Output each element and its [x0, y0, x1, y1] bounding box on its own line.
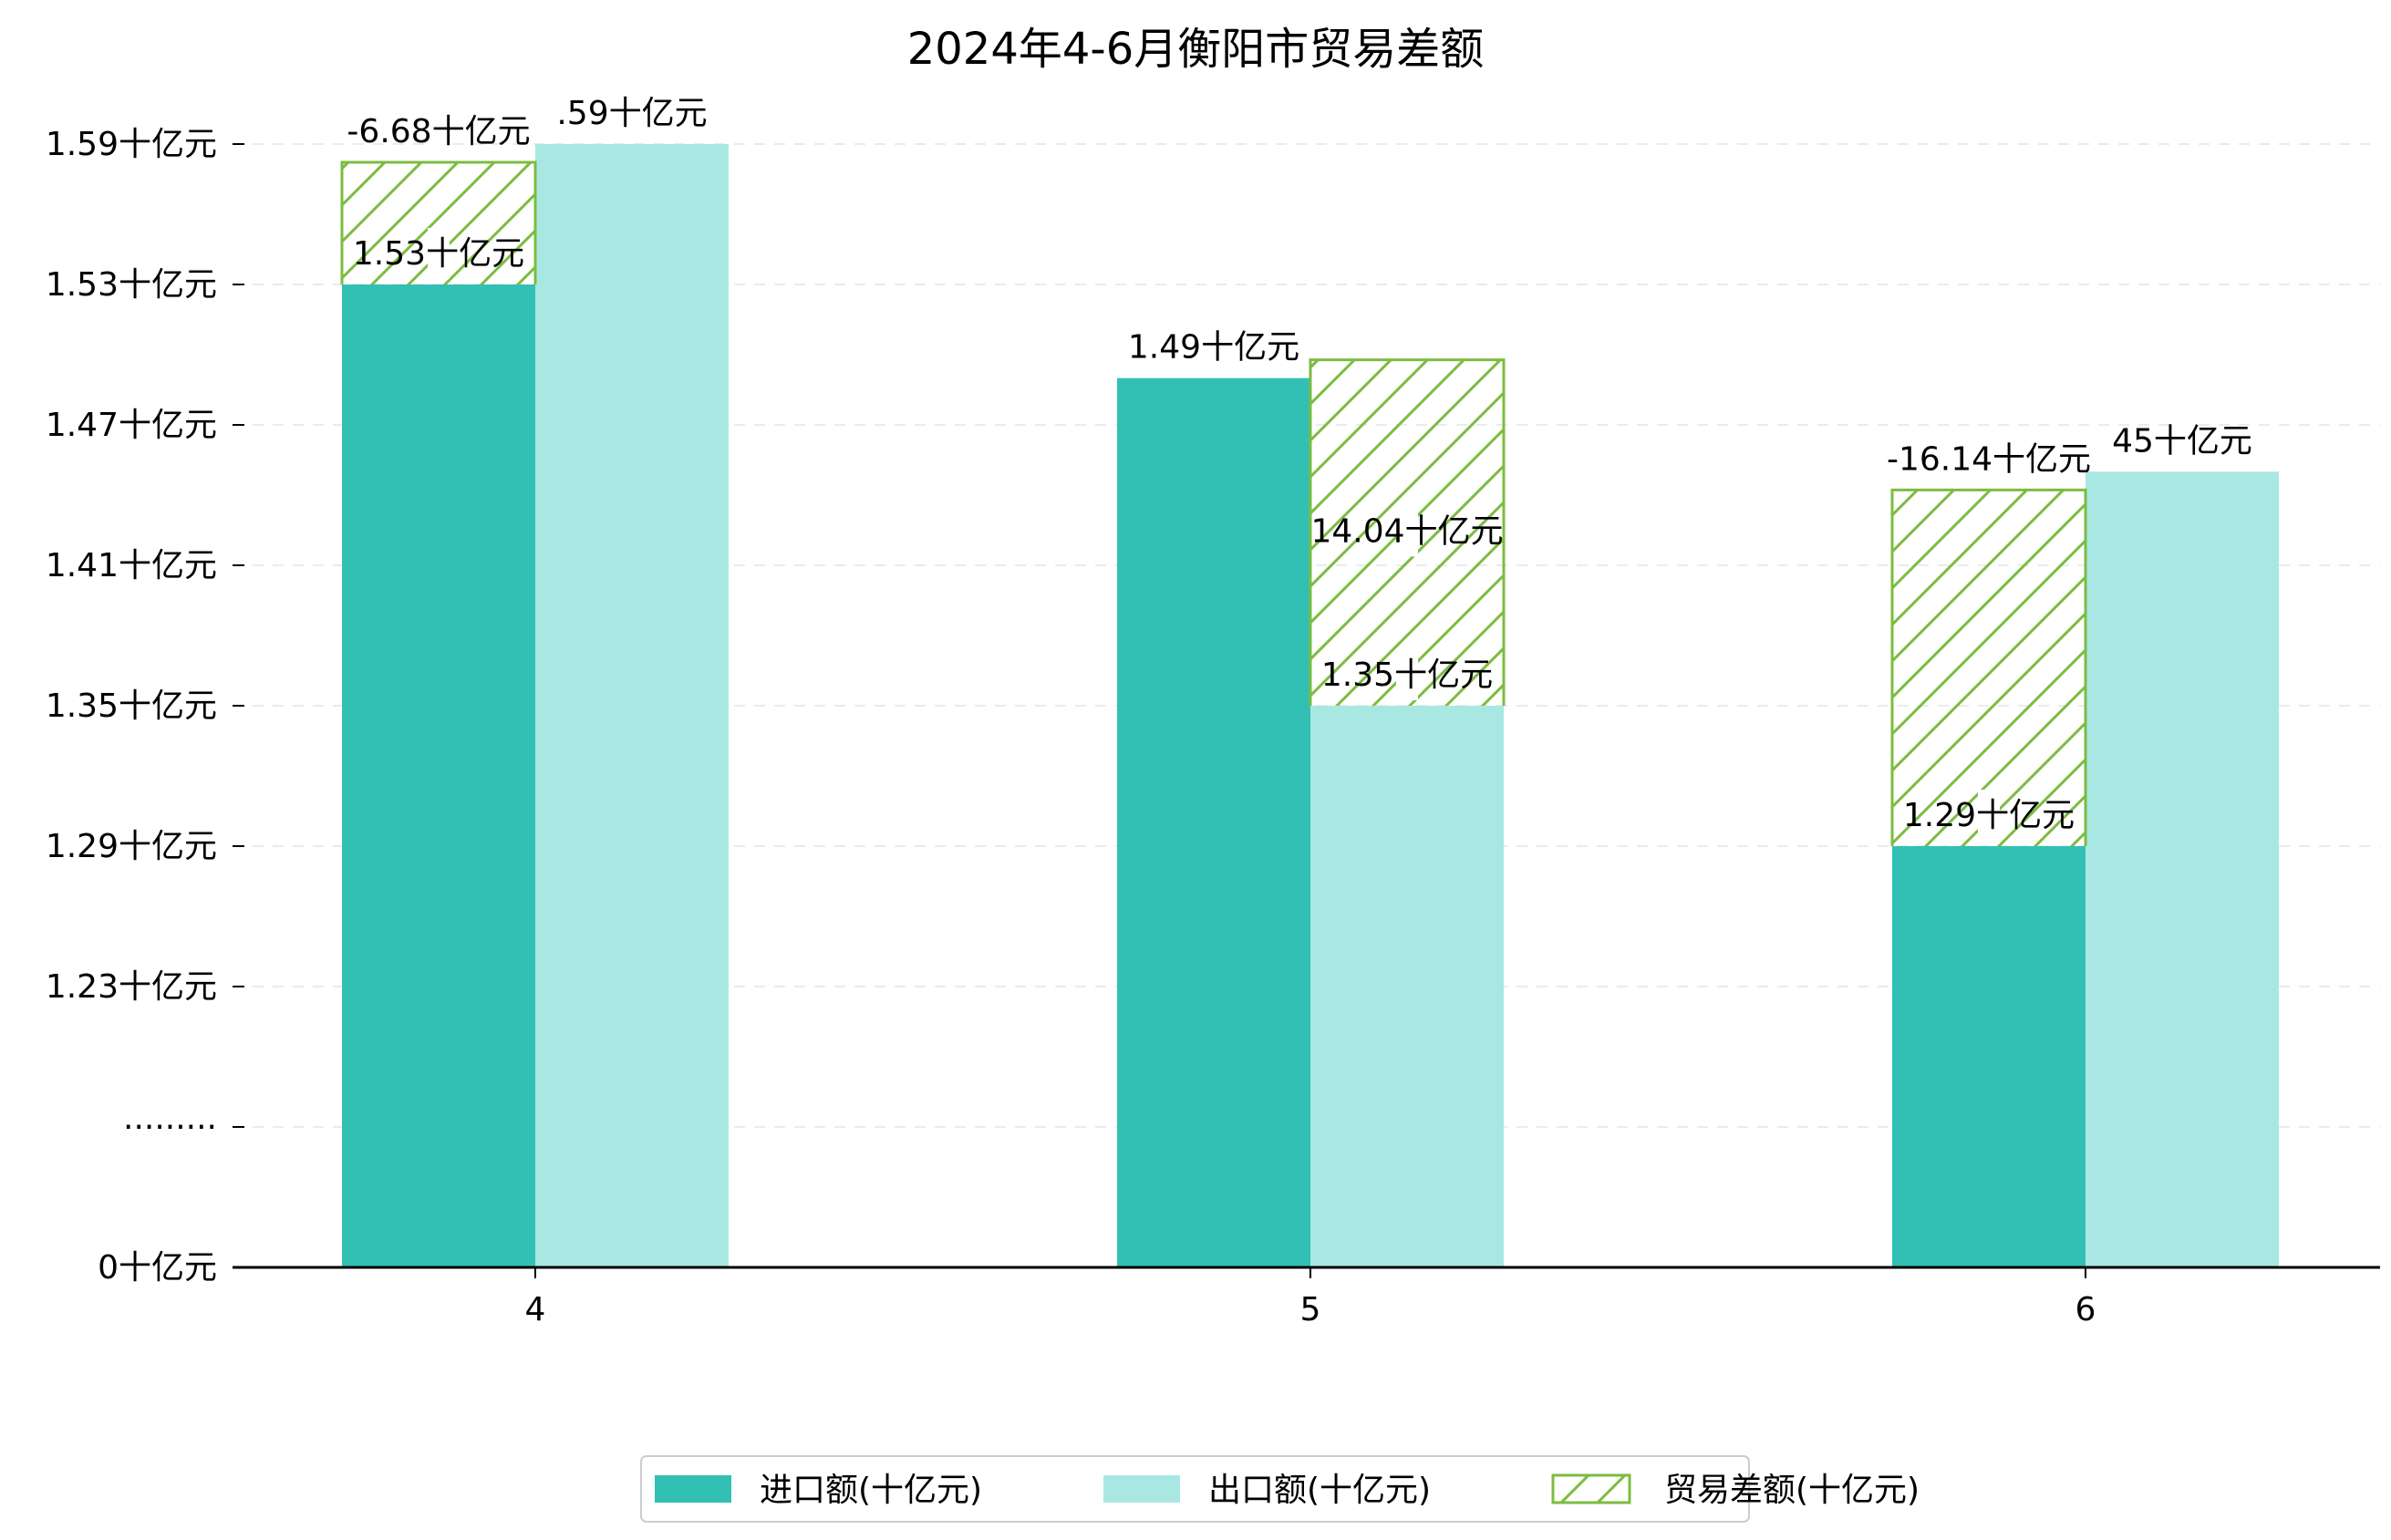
legend-label: 贸易差额(十亿元) — [1664, 1472, 1920, 1509]
y-tick-label: 1.23十亿元 — [46, 968, 217, 1006]
data-label-background — [1978, 433, 2000, 485]
data-label-background — [1203, 321, 1225, 373]
legend: 进口额(十亿元) 出口额(十亿元) 贸易差额(十亿元) — [640, 1455, 1920, 1523]
x-tick-label: 4 — [525, 1291, 546, 1328]
y-tick-label: 1.35十亿元 — [46, 687, 217, 725]
data-label-background — [1396, 649, 1418, 700]
legend-box — [640, 1455, 1750, 1523]
y-tick-label: 1.53十亿元 — [46, 266, 217, 304]
x-axis: 4 5 6 — [233, 1266, 2380, 1328]
legend-swatch — [1103, 1475, 1180, 1503]
data-label-background — [621, 88, 643, 139]
bar-export — [535, 144, 729, 1267]
y-tick-label: 1.59十亿元 — [46, 126, 217, 163]
data-label: .59十亿元 — [556, 95, 707, 132]
data-label-background — [428, 106, 450, 157]
bars — [340, 144, 2279, 1268]
legend-label: 出口额(十亿元) — [1208, 1472, 1431, 1509]
bar-import — [342, 284, 535, 1267]
y-tick-label: 1.29十亿元 — [46, 828, 217, 865]
x-tick-label: 5 — [1300, 1291, 1321, 1328]
data-label-background — [2171, 415, 2193, 467]
chart-title: 2024年4-6月衡阳市贸易差额 — [907, 24, 1485, 75]
legend-label: 进口额(十亿元) — [760, 1472, 982, 1509]
balance-outline — [1890, 488, 2087, 846]
legend-swatch — [655, 1475, 731, 1503]
data-label: 1.35十亿元 — [1321, 656, 1493, 694]
balance-hatch — [1892, 490, 2086, 846]
data-label: 1.49十亿元 — [1128, 329, 1299, 367]
data-label-background — [428, 228, 450, 279]
bar-import — [1892, 846, 2086, 1267]
data-label: -16.14十亿元 — [1887, 440, 2091, 478]
y-tick-label: 1.41十亿元 — [46, 547, 217, 584]
data-label: 45十亿元 — [2112, 422, 2252, 460]
bar-export — [1310, 706, 1504, 1267]
data-label-background — [1978, 790, 2000, 841]
data-label-background — [1396, 505, 1418, 557]
data-label: 1.53十亿元 — [353, 235, 524, 273]
y-tick-label: 0十亿元 — [98, 1249, 217, 1287]
x-tick-label: 6 — [2075, 1291, 2096, 1328]
bar-export — [2086, 471, 2279, 1267]
balance-outline — [340, 160, 537, 284]
data-label: -6.68十亿元 — [347, 113, 530, 150]
y-tick-label: 1.47十亿元 — [46, 407, 217, 444]
data-label: 14.04十亿元 — [1310, 512, 1503, 550]
y-axis: 0十亿元 ········· 1.23十亿元 1.29十亿元 1.35十亿元 1.41十亿… — [46, 126, 244, 1287]
bar-import — [1117, 377, 1310, 1268]
bar-balance — [1890, 488, 2087, 846]
y-tick-label: ········· — [123, 1109, 217, 1146]
data-labels: 1.53十亿元 .59十亿元 -6.68十亿元 1.49十亿元 1.35十亿元 14.04… — [347, 88, 2252, 841]
legend-swatch — [1551, 1473, 1631, 1504]
data-label: 1.29十亿元 — [1903, 797, 2075, 834]
balance-outline — [1309, 358, 1506, 706]
